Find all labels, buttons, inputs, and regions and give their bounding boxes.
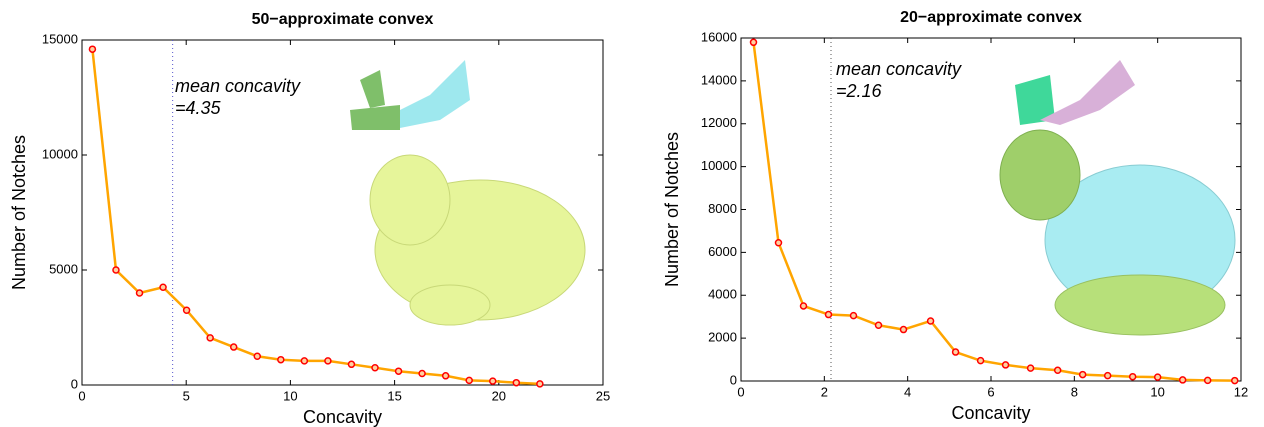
data-point <box>301 358 307 364</box>
data-point <box>901 327 907 333</box>
data-point <box>1180 377 1186 383</box>
x-tick-label: 8 <box>1071 384 1078 399</box>
data-point <box>466 377 472 383</box>
x-tick-label: 20 <box>492 388 506 403</box>
data-point <box>207 335 213 341</box>
x-tick-label: 6 <box>987 384 994 399</box>
data-point <box>113 267 119 273</box>
data-point <box>1080 372 1086 378</box>
x-tick-label: 10 <box>1150 384 1164 399</box>
y-axis-label: Number of Notches <box>662 132 682 287</box>
data-point <box>928 318 934 324</box>
data-point <box>184 307 190 313</box>
data-point <box>89 46 95 52</box>
y-tick-label: 0 <box>71 376 78 391</box>
data-point <box>876 322 882 328</box>
y-tick-label: 6000 <box>708 244 737 259</box>
data-point <box>751 39 757 45</box>
y-tick-label: 8000 <box>708 201 737 216</box>
bunny-illustration-left <box>350 60 585 325</box>
y-tick-label: 10000 <box>42 146 78 161</box>
x-tick-label: 15 <box>387 388 401 403</box>
x-tick-label: 12 <box>1234 384 1248 399</box>
y-tick-label: 10000 <box>701 158 737 173</box>
data-point <box>1003 362 1009 368</box>
data-point <box>1155 374 1161 380</box>
data-point <box>826 312 832 318</box>
x-tick-label: 25 <box>596 388 610 403</box>
data-point <box>372 365 378 371</box>
chart-title: 50−approximate convex <box>252 11 434 28</box>
data-point <box>1130 374 1136 380</box>
bunny-illustration-right <box>1000 60 1235 335</box>
x-tick-label: 5 <box>183 388 190 403</box>
data-point <box>1028 365 1034 371</box>
data-point <box>254 353 260 359</box>
y-tick-label: 16000 <box>701 29 737 44</box>
data-point <box>348 361 354 367</box>
figure: 50−approximate convex Concavity Number of … <box>0 0 1264 427</box>
annotation: =2.16 <box>836 81 883 101</box>
y-tick-label: 5000 <box>49 261 78 276</box>
annotation: mean concavity <box>175 76 301 96</box>
y-tick-label: 15000 <box>42 31 78 46</box>
data-point <box>513 380 519 386</box>
data-point <box>443 373 449 379</box>
x-tick-label: 2 <box>821 384 828 399</box>
x-tick-label: 0 <box>737 384 744 399</box>
data-point <box>1105 373 1111 379</box>
chart-title: 20−approximate convex <box>900 9 1082 26</box>
data-point <box>396 368 402 374</box>
data-point <box>137 290 143 296</box>
data-point <box>325 358 331 364</box>
annotation: =4.35 <box>175 98 222 118</box>
data-point <box>537 381 543 387</box>
data-point <box>851 313 857 319</box>
y-tick-label: 14000 <box>701 72 737 87</box>
data-point <box>776 240 782 246</box>
y-tick-label: 4000 <box>708 287 737 302</box>
data-point <box>231 344 237 350</box>
data-point <box>419 371 425 377</box>
data-point <box>953 349 959 355</box>
y-tick-label: 2000 <box>708 330 737 345</box>
data-point <box>278 357 284 363</box>
annotation: mean concavity <box>836 59 962 79</box>
data-point <box>160 284 166 290</box>
y-tick-label: 0 <box>730 372 737 387</box>
x-axis-label: Concavity <box>951 403 1030 423</box>
x-tick-label: 0 <box>78 388 85 403</box>
data-point <box>1205 377 1211 383</box>
data-point <box>1055 367 1061 373</box>
data-point <box>801 303 807 309</box>
data-point <box>978 358 984 364</box>
y-axis-label: Number of Notches <box>9 135 29 290</box>
x-axis-label: Concavity <box>303 407 382 427</box>
y-tick-label: 12000 <box>701 115 737 130</box>
x-tick-label: 10 <box>283 388 297 403</box>
data-point <box>1232 378 1238 384</box>
x-tick-label: 4 <box>904 384 911 399</box>
data-point <box>490 378 496 384</box>
